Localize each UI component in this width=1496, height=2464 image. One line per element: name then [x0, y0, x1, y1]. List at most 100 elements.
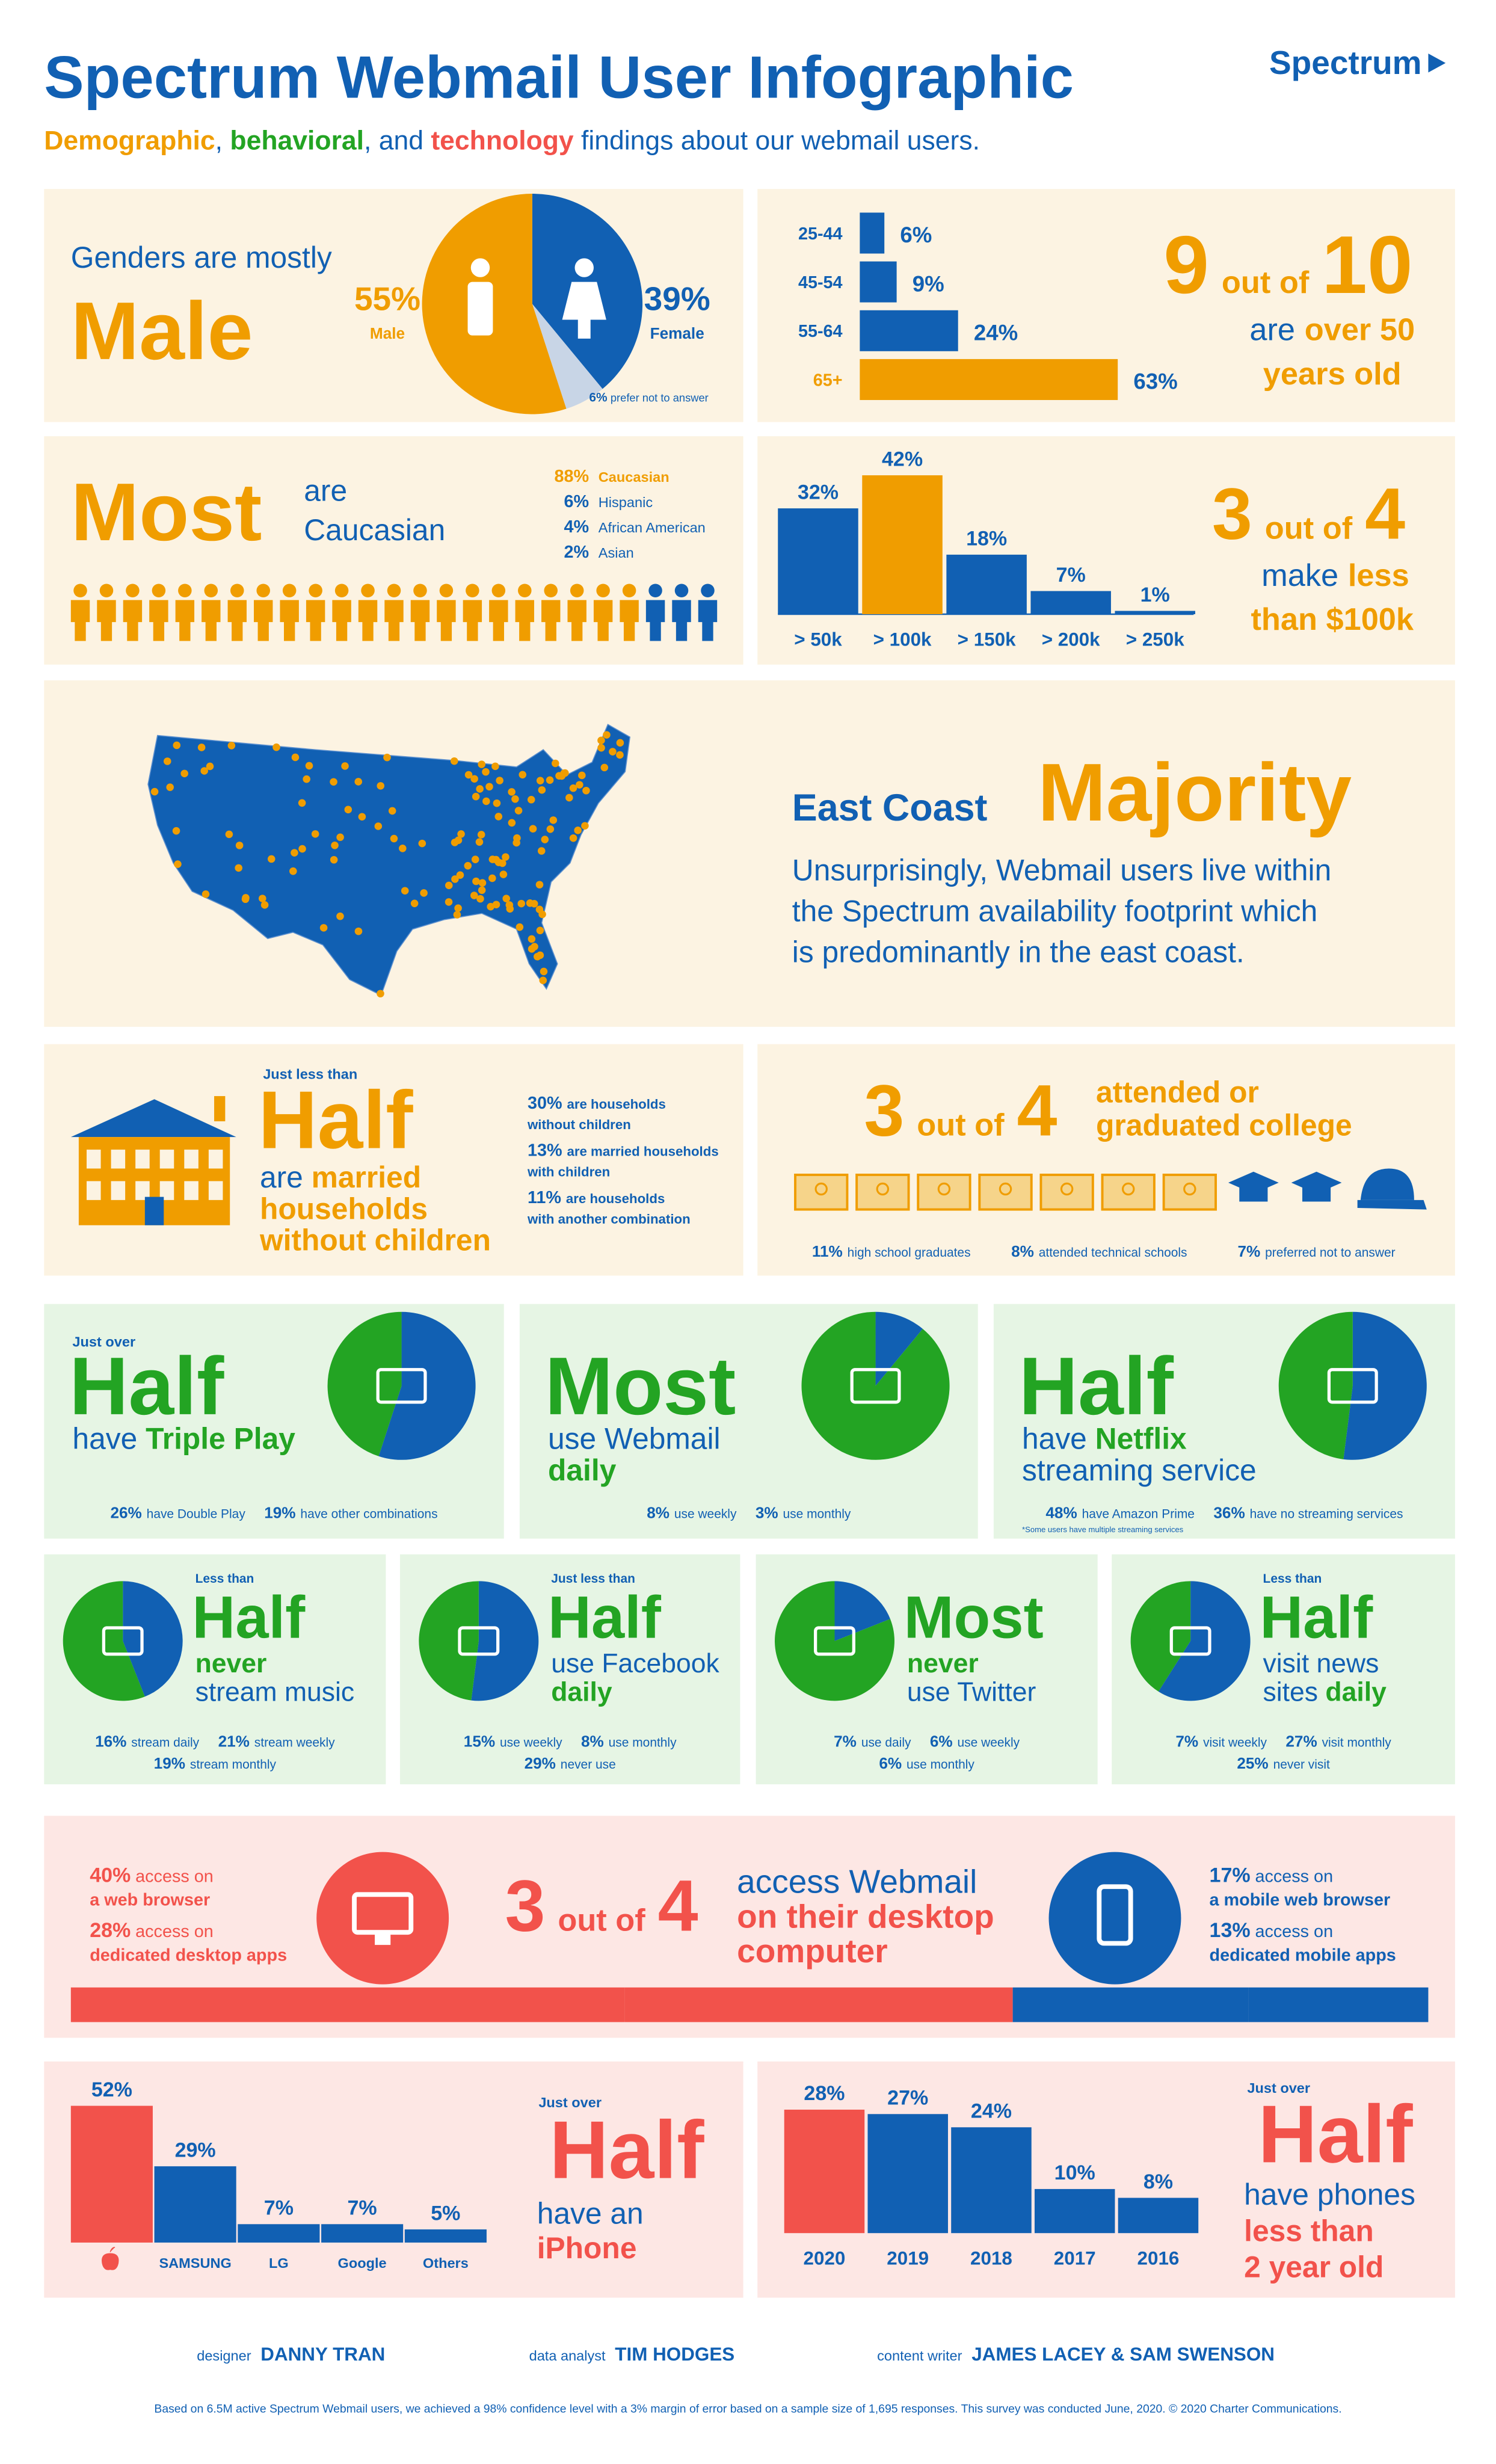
- map-dot: [291, 849, 298, 857]
- person-body: [358, 600, 378, 641]
- map-dot: [420, 889, 428, 897]
- category-label: > 150k: [958, 629, 1016, 650]
- map-dot: [399, 845, 407, 852]
- map-dot: [388, 807, 396, 815]
- qualifier: Just over: [538, 2095, 602, 2110]
- person-icon: [489, 584, 508, 641]
- data-label: 9%: [913, 271, 944, 296]
- stat-line-part: 13%: [528, 1141, 562, 1160]
- map-dot: [464, 771, 473, 779]
- stat-line-part: use monthly: [783, 1508, 851, 1521]
- person-icon: [541, 584, 561, 641]
- map-dot: [336, 912, 344, 920]
- stat-line: a web browser: [90, 1891, 210, 1910]
- text-line: access Webmail: [737, 1863, 977, 1900]
- apple-icon: [102, 2246, 119, 2270]
- map-dot: [534, 952, 541, 961]
- stat-line-part: 40%: [90, 1864, 131, 1886]
- house-roof: [70, 1099, 236, 1138]
- category-label: > 100k: [873, 629, 932, 650]
- person-body: [227, 600, 247, 641]
- person-icon: [70, 584, 90, 641]
- service-icon: [102, 1626, 144, 1656]
- text-line-part: use Webmail: [548, 1421, 721, 1455]
- bar: [784, 2109, 865, 2234]
- map-dot: [551, 759, 559, 768]
- group-label: 2%: [564, 543, 589, 562]
- map-dot: [541, 836, 549, 843]
- headline-part: 9: [1163, 219, 1209, 310]
- text-line-part: are: [260, 1160, 312, 1194]
- stat-line-part: visit weekly: [1203, 1736, 1267, 1749]
- map-dot: [298, 799, 306, 807]
- stat-line-part: 16%: [95, 1732, 126, 1750]
- bar: [867, 2114, 948, 2234]
- person-icon: [698, 584, 718, 641]
- phone-icon: [1097, 1884, 1133, 1946]
- title: Spectrum Webmail User Infographic: [44, 44, 1074, 111]
- qualifier: Less than: [1263, 1572, 1322, 1586]
- person-head: [152, 584, 166, 597]
- category-label: 55-64: [798, 322, 843, 341]
- map-dot: [535, 881, 544, 889]
- map-dot: [516, 923, 524, 931]
- subtitle-part: findings about our webmail users.: [574, 126, 980, 156]
- subtitle-part: Demographic: [44, 126, 215, 156]
- paragraph-line: the Spectrum availability footprint whic…: [792, 894, 1318, 928]
- person-head: [309, 584, 322, 597]
- house-window: [184, 1181, 199, 1200]
- stat-line: 26% have Double Play 19% have other combina…: [110, 1504, 437, 1522]
- headline: Half: [1019, 1340, 1174, 1432]
- map-dot: [472, 877, 480, 886]
- data-label: 24%: [974, 320, 1018, 345]
- map-dot: [499, 870, 508, 878]
- text-line-part: iPhone: [537, 2231, 637, 2265]
- house-window: [111, 1150, 126, 1169]
- house-door: [144, 1197, 164, 1225]
- stat-line: 11% high school graduates: [812, 1242, 971, 1260]
- person-body: [567, 600, 586, 641]
- map-dot: [390, 834, 398, 843]
- map-dot: [609, 748, 617, 756]
- group-name: Asian: [599, 545, 634, 561]
- category-label: 2018: [970, 2248, 1012, 2269]
- map-dot: [235, 842, 244, 849]
- map-dot: [410, 899, 419, 908]
- credit-part: TIM HODGES: [615, 2344, 734, 2365]
- stat-line-part: 27%: [1285, 1732, 1317, 1750]
- map-dot: [344, 805, 352, 814]
- headline: Most: [904, 1585, 1044, 1651]
- text-line: never: [195, 1649, 267, 1678]
- headline-part: out of: [558, 1903, 645, 1938]
- text-line: use Twitter: [907, 1677, 1036, 1707]
- person-icon: [123, 584, 143, 641]
- stat-line-part: 48%: [1045, 1504, 1077, 1522]
- map-dot: [531, 943, 538, 950]
- map-dot: [569, 784, 577, 792]
- data-label: 42%: [882, 448, 923, 470]
- service-icon: [1169, 1626, 1211, 1656]
- person-head: [282, 584, 297, 597]
- map-dot: [513, 839, 520, 847]
- stat-line-part: 21%: [218, 1732, 250, 1750]
- stat-line-part: use weekly: [674, 1508, 737, 1521]
- person-body: [541, 600, 561, 641]
- map-dot: [235, 864, 242, 872]
- category-label: 25-44: [798, 224, 843, 244]
- stat-line: 30% are households: [528, 1094, 666, 1113]
- text-line-part: have: [72, 1421, 146, 1455]
- stat-line-part: 7%: [1175, 1732, 1198, 1750]
- pie-note-part: 6%: [589, 391, 608, 405]
- map-dot: [331, 841, 339, 849]
- headline-part: 4: [1365, 473, 1405, 554]
- stat-line: 8% attended technical schools: [1011, 1242, 1187, 1260]
- data-label: 10%: [1054, 2161, 1095, 2184]
- map-dot: [600, 763, 609, 772]
- data-label: 1%: [1140, 584, 1170, 606]
- house-window: [135, 1150, 150, 1169]
- text-line: Caucasian: [304, 513, 445, 547]
- map-dot: [536, 926, 544, 935]
- map-dot: [576, 781, 583, 789]
- text-line: households: [260, 1192, 428, 1225]
- stat-line: 6% use monthly: [879, 1754, 974, 1772]
